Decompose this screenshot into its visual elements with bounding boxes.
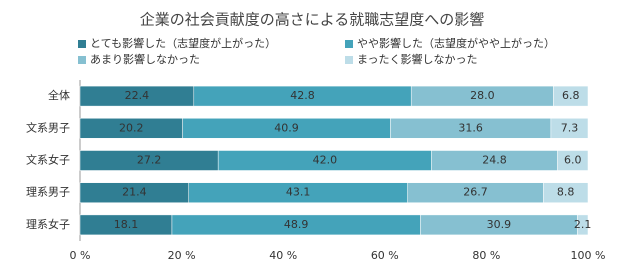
data-label: 48.9 — [284, 218, 309, 231]
y-tick-label: 文系男子 — [26, 120, 70, 134]
legend-swatch — [78, 40, 86, 48]
x-tick-label: 60 % — [371, 249, 399, 262]
y-tick-label: 理系男子 — [26, 186, 70, 199]
data-label: 20.2 — [119, 121, 144, 134]
legend-swatch — [345, 56, 353, 64]
data-label: 43.1 — [286, 186, 311, 199]
data-label: 31.6 — [458, 121, 483, 134]
data-label: 40.9 — [274, 121, 299, 134]
bar-segment — [557, 150, 589, 171]
legend-label: まったく影響しなかった — [357, 52, 478, 66]
data-label: 27.2 — [137, 154, 162, 167]
x-tick-label: 80 % — [472, 249, 500, 262]
y-tick-label: 文系女子 — [26, 153, 70, 167]
legend-label: あまり影響しなかった — [90, 52, 200, 66]
data-label: 8.8 — [557, 186, 575, 199]
data-label: 6.0 — [564, 154, 582, 167]
bar-segment — [550, 118, 589, 139]
x-tick-label: 100 % — [571, 249, 606, 262]
data-label: 18.1 — [114, 218, 139, 231]
data-label: 24.8 — [482, 154, 507, 167]
data-label: 2.1 — [574, 218, 592, 231]
y-tick-label: 理系女子 — [26, 217, 70, 231]
chart-title: 企業の社会貢献度の高さによる就職志望度への影響 — [140, 11, 485, 29]
data-label: 42.0 — [313, 154, 338, 167]
bar-segment — [553, 85, 589, 107]
bar-segment — [577, 214, 589, 236]
x-tick-label: 0 % — [70, 249, 91, 262]
y-tick-label: 全体 — [48, 88, 70, 102]
data-label: 42.8 — [290, 89, 315, 102]
bar-segment — [543, 182, 589, 203]
legend-swatch — [345, 40, 353, 48]
data-label: 26.7 — [463, 186, 488, 199]
legend-swatch — [78, 56, 86, 64]
data-label: 22.4 — [125, 89, 150, 102]
data-label: 6.8 — [562, 89, 580, 102]
x-tick-label: 20 % — [168, 249, 196, 262]
data-label: 30.9 — [487, 218, 512, 231]
data-label: 21.4 — [122, 186, 147, 199]
data-label: 28.0 — [470, 89, 495, 102]
x-tick-label: 40 % — [269, 249, 297, 262]
legend-label: とても影響した（志望度が上がった） — [90, 36, 276, 50]
data-label: 7.3 — [561, 121, 579, 134]
legend-label: やや影響した（志望度がやや上がった） — [357, 36, 555, 50]
